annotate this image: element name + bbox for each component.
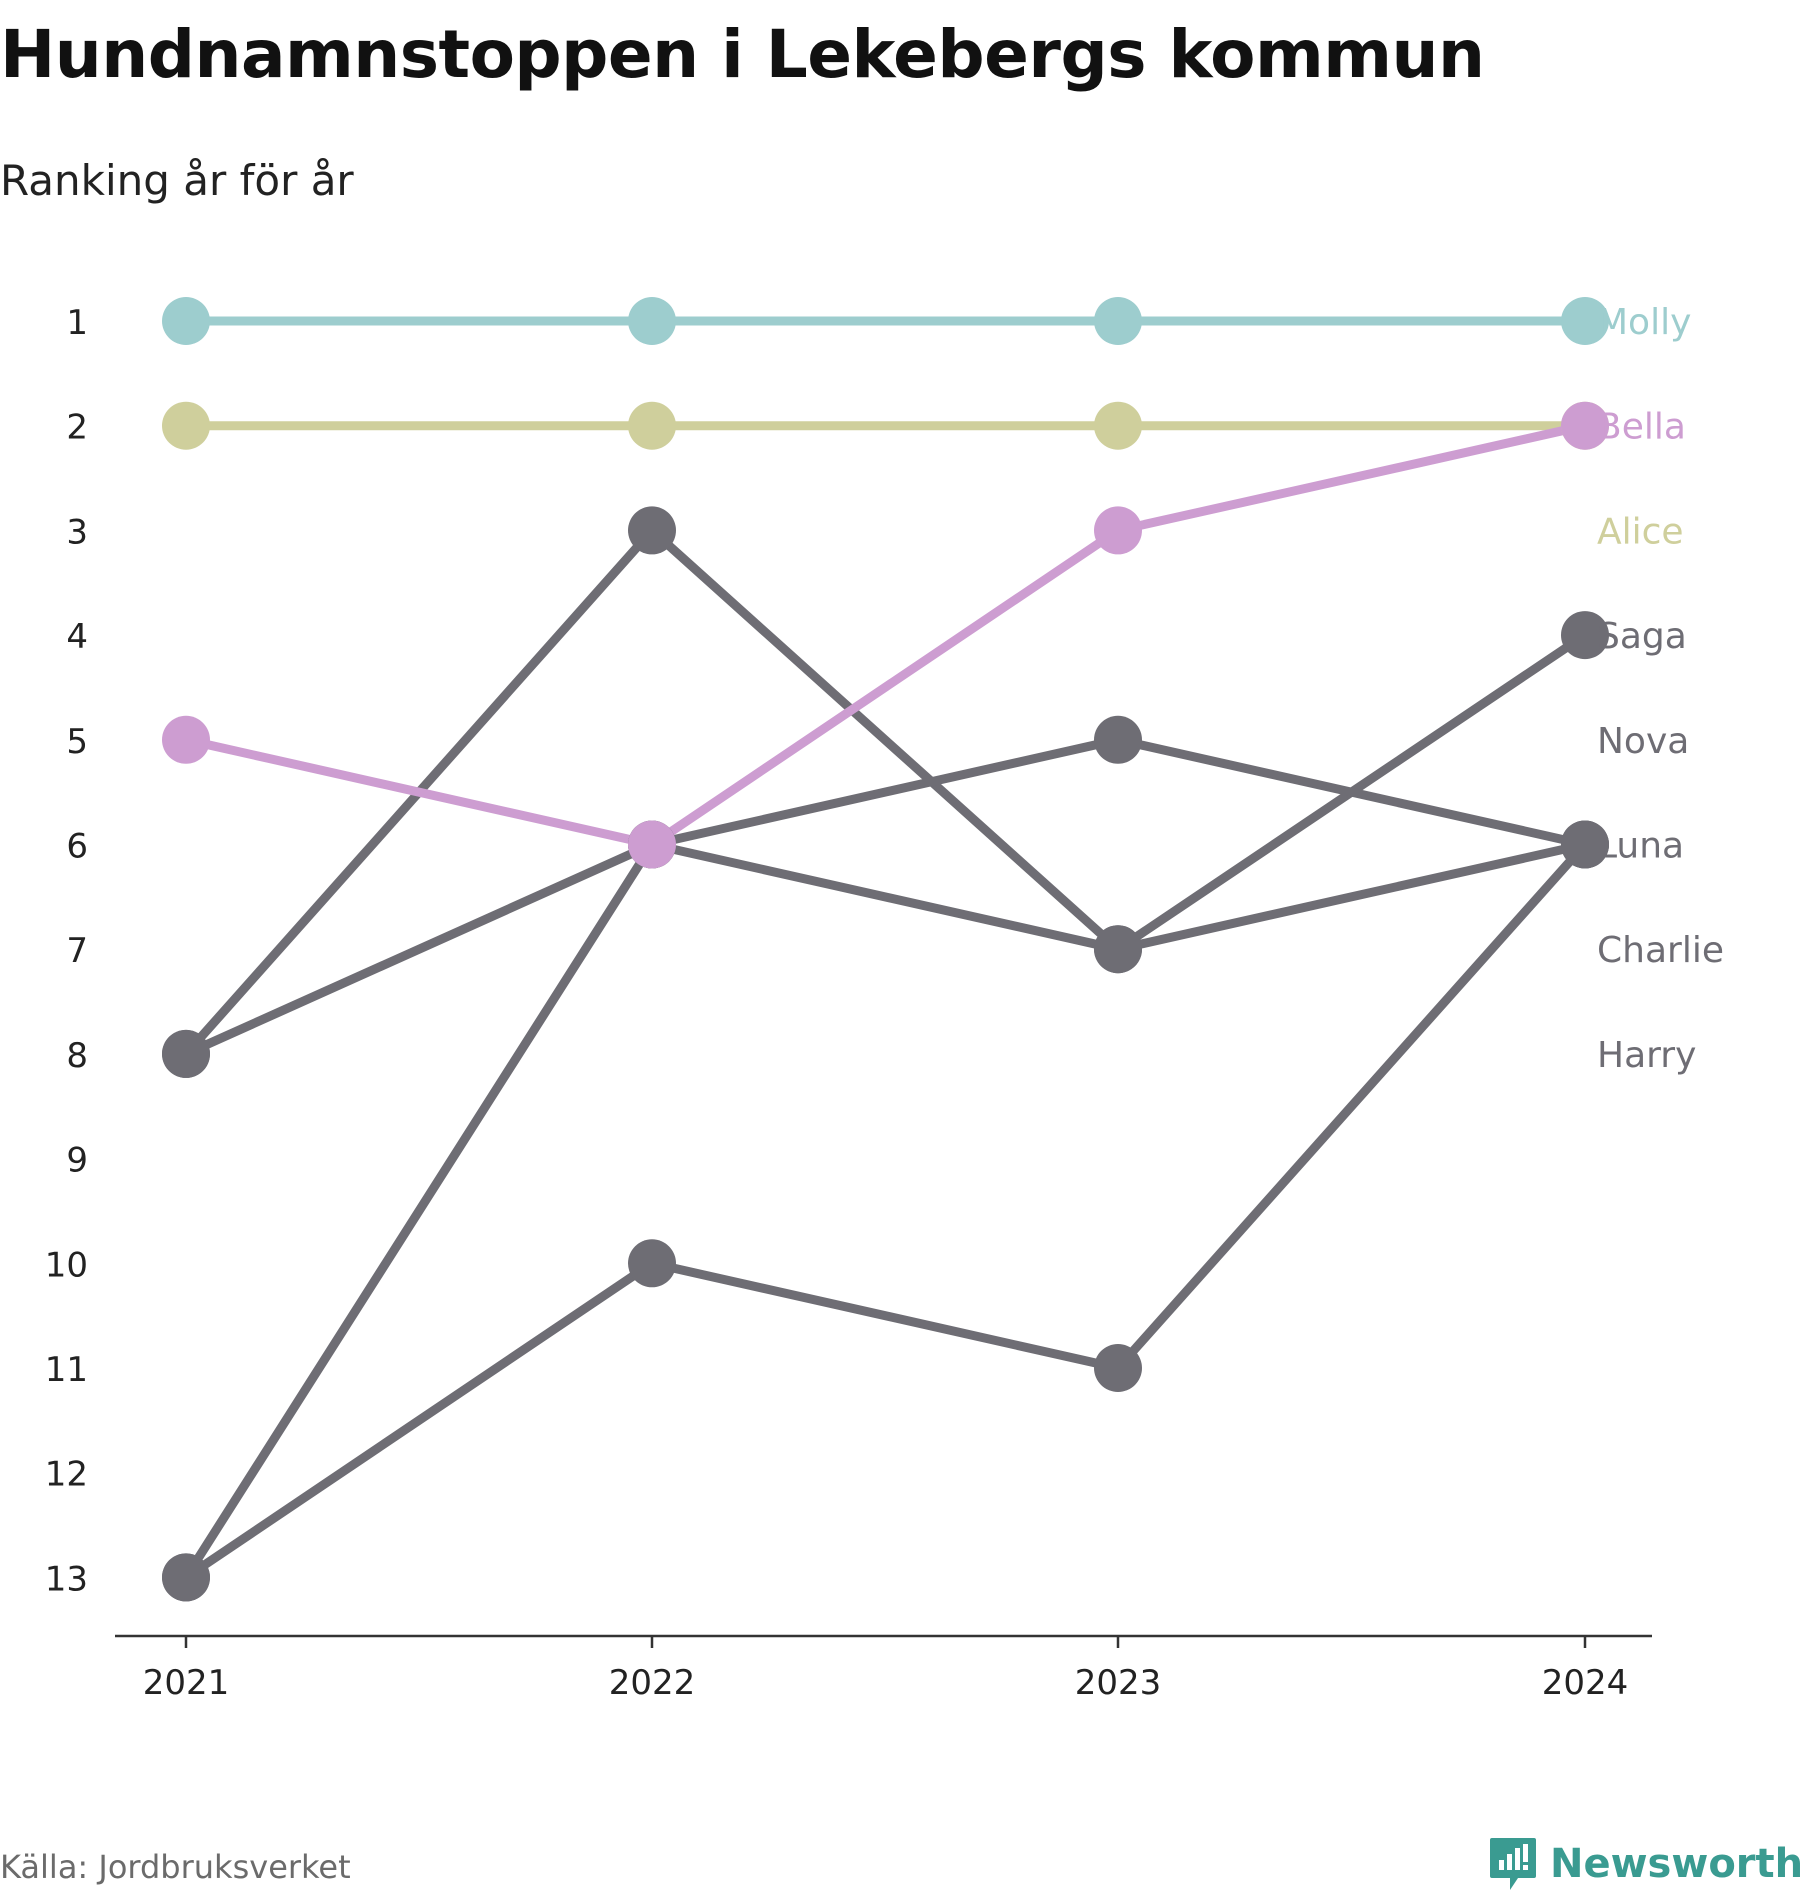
source-note: Källa: Jordbruksverket — [0, 1848, 351, 1886]
series-lines — [181, 316, 1590, 1582]
x-tick-label: 2022 — [609, 1663, 696, 1703]
x-tick-label: 2021 — [143, 1663, 230, 1703]
x-tick-label: 2023 — [1075, 1663, 1162, 1703]
end-label-alice: Alice — [1597, 511, 1684, 552]
point-bella-2023 — [1094, 506, 1142, 555]
end-label-bella: Bella — [1597, 407, 1686, 448]
y-tick-label: 7 — [66, 931, 88, 971]
end-label-molly: Molly — [1597, 302, 1691, 343]
series-markers — [162, 297, 1609, 1602]
y-tick-label: 3 — [66, 512, 88, 552]
y-tick-label: 9 — [66, 1141, 88, 1181]
point-bella-2021 — [162, 715, 210, 764]
y-tick-label: 13 — [45, 1559, 88, 1599]
x-tick-label: 2024 — [1542, 1663, 1629, 1703]
y-tick-label: 6 — [66, 827, 88, 867]
chart-subtitle: Ranking år för år — [0, 156, 354, 205]
x-axis: 2021 2022 2023 2024 — [115, 1634, 1652, 1703]
end-label-nova: Nova — [1597, 721, 1689, 762]
series-line-nova — [181, 735, 1590, 1582]
point-molly-2021 — [162, 297, 210, 345]
point-bella-2022 — [628, 820, 676, 869]
point-alice-2022 — [628, 401, 676, 450]
chart-title: Hundnamnstoppen i Lekebergs kommun — [0, 16, 1485, 93]
y-tick-label: 12 — [45, 1455, 88, 1495]
y-tick-label: 1 — [66, 303, 88, 343]
y-tick-label: 2 — [66, 408, 88, 448]
point-charlie-2021 — [162, 1029, 210, 1078]
point-luna-2023 — [1094, 1344, 1142, 1392]
y-tick-label: 8 — [66, 1036, 88, 1076]
brand-name: Newsworthy — [1550, 1841, 1800, 1887]
point-molly-2022 — [628, 297, 676, 345]
series-line-charlie — [181, 840, 1590, 1059]
point-alice-2021 — [162, 401, 210, 450]
point-molly-2023 — [1094, 297, 1142, 345]
point-nova-2023 — [1094, 715, 1142, 764]
y-tick-label: 10 — [45, 1245, 88, 1285]
point-charlie-2023 — [1094, 925, 1142, 974]
point-molly-2024 — [1561, 297, 1609, 345]
series-line-luna — [181, 840, 1590, 1582]
series-line-bella — [181, 421, 1590, 849]
brand-logo: Newsworthy — [1488, 1836, 1800, 1892]
point-bella-2024 — [1561, 401, 1609, 450]
end-label-saga: Saga — [1597, 616, 1687, 657]
end-label-luna: Luna — [1597, 826, 1684, 867]
y-tick-label: 5 — [66, 722, 88, 762]
point-luna-2022 — [628, 1239, 676, 1288]
point-saga-2022 — [628, 506, 676, 555]
point-saga-2024 — [1561, 611, 1609, 660]
end-label-charlie: Charlie — [1597, 930, 1724, 971]
y-tick-label: 4 — [66, 617, 88, 657]
point-luna-2021 — [162, 1553, 210, 1602]
y-tick-label: 11 — [45, 1350, 88, 1390]
point-charlie-2024 — [1561, 820, 1609, 869]
point-alice-2023 — [1094, 401, 1142, 450]
newsworthy-logo-icon — [1490, 1838, 1536, 1890]
end-label-harry: Harry — [1597, 1035, 1696, 1076]
end-labels: Molly Bella Alice Saga Nova Luna Charlie Harry — [1597, 302, 1724, 1076]
